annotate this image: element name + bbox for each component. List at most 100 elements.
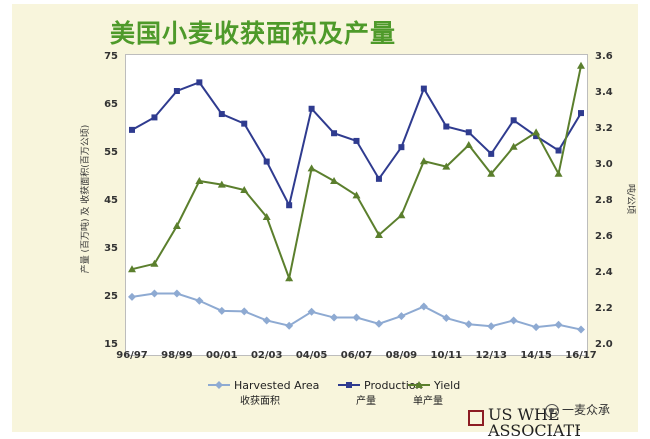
- yield-data-point: [577, 61, 585, 69]
- x-tick-label: 96/97: [116, 350, 148, 361]
- production-data-point: [331, 130, 338, 137]
- x-tick-label: 06/07: [341, 350, 373, 361]
- production-data-point: [173, 88, 180, 94]
- harvested-area-data-point: [307, 307, 316, 316]
- y-right-tick-label: 3.0: [595, 159, 613, 170]
- x-tick-label: 10/11: [431, 350, 463, 361]
- x-tick-label: 00/01: [206, 350, 238, 361]
- yield-data-point: [509, 142, 518, 150]
- harvested-area-data-point: [442, 314, 451, 323]
- plot-area: [125, 54, 588, 356]
- harvested-area-data-point: [509, 316, 518, 325]
- watermark-text: 一麦众承: [562, 403, 611, 417]
- y-right-tick-label: 2.2: [595, 303, 613, 314]
- y-left-tick-label: 65: [104, 99, 118, 110]
- production-data-point: [533, 133, 540, 140]
- harvested-area-data-point: [285, 321, 294, 330]
- y-left-tick-label: 75: [104, 51, 118, 62]
- x-tick-label: 14/15: [520, 350, 552, 361]
- x-tick-label: 02/03: [251, 350, 283, 361]
- logo-line-2: ASSOCIATES: [488, 421, 580, 439]
- yield-data-point: [262, 213, 271, 220]
- yield-data-point: [172, 222, 181, 229]
- y-right-tick-label: 2.0: [595, 339, 613, 350]
- x-tick-label: 08/09: [386, 350, 418, 361]
- production-data-point: [398, 144, 405, 151]
- production-data-point: [129, 126, 135, 133]
- x-tick-label: 98/99: [161, 350, 193, 361]
- harvested-area-data-point: [128, 292, 136, 301]
- production-data-point: [218, 111, 225, 118]
- production-data-point: [151, 114, 158, 121]
- harvested-area-data-point: [419, 302, 428, 311]
- harvested-area-data-point: [240, 307, 249, 316]
- legend-harvested-area-label: Harvested Area: [234, 379, 319, 392]
- legend-yield-marker: [415, 381, 423, 388]
- yield-data-point: [330, 177, 339, 184]
- harvested-area-data-point: [577, 325, 585, 334]
- logo-emblem-icon: [468, 410, 484, 426]
- legend-production-label: Production: [364, 379, 423, 392]
- yield-data-point: [240, 186, 249, 193]
- yield-data-point: [217, 180, 226, 188]
- legend-yield-label: Yield: [433, 379, 460, 392]
- yield-series-line: [131, 65, 582, 282]
- axes-layer: 15 25 35 45 55 65 75 2.0 2.2 2.4 2.6 2.8 3.0 3.2 3.4 3.…: [79, 51, 637, 361]
- production-data-point: [488, 150, 495, 157]
- harvested-area-data-point: [172, 289, 181, 298]
- harvested-area-data-point: [195, 296, 204, 305]
- harvested-area-data-point: [330, 313, 339, 322]
- production-data-point: [443, 123, 450, 130]
- yield-data-point: [554, 169, 563, 177]
- slide-background: 美国小麦收获面积及产量 US WHE ASSOCIATES: [12, 4, 638, 439]
- y-right-axis-label: 吨/公顷: [625, 184, 637, 214]
- x-tick-label: 04/05: [296, 350, 328, 361]
- y-left-tick-label: 15: [104, 339, 118, 350]
- yield-data-point: [442, 162, 451, 170]
- yield-data-point: [128, 265, 136, 273]
- production-data-point: [263, 158, 270, 165]
- production-data-point: [308, 105, 315, 112]
- production-data-point: [241, 120, 248, 127]
- yield-data-point: [464, 141, 473, 148]
- y-right-tick-label: 3.2: [595, 123, 613, 134]
- y-right-tick-label: 2.4: [595, 267, 613, 278]
- logo-line-1: US WHE: [488, 405, 560, 424]
- legend-yield-cn-label: 单产量: [413, 394, 443, 407]
- y-left-tick-label: 55: [104, 147, 118, 158]
- harvested-area-data-point: [397, 312, 406, 321]
- y-right-tick-label: 3.4: [595, 87, 613, 98]
- watermark: 一麦众承: [545, 401, 641, 423]
- production-data-point: [353, 137, 360, 144]
- production-data-point: [578, 110, 584, 117]
- y-right-tick-label: 2.8: [595, 195, 613, 206]
- harvested-area-data-point: [217, 306, 226, 315]
- chart-title: 美国小麦收获面积及产量: [110, 19, 397, 48]
- production-data-point: [286, 202, 293, 209]
- yield-data-point: [150, 259, 159, 267]
- production-data-point: [375, 175, 382, 182]
- x-tick-label: 16/17: [565, 350, 597, 361]
- yield-data-point: [419, 157, 428, 165]
- yield-data-point: [352, 191, 361, 199]
- y-left-tick-label: 45: [104, 195, 118, 206]
- harvested-area-data-point: [554, 320, 563, 329]
- y-left-tick-label: 25: [104, 291, 118, 302]
- us-wheat-logo: US WHE ASSOCIATES: [468, 405, 580, 439]
- yield-data-point: [397, 211, 406, 219]
- harvested-area-data-point: [374, 319, 383, 328]
- harvested-area-data-point: [150, 289, 159, 298]
- x-tick-label: 12/13: [475, 350, 507, 361]
- legend-layer: Harvested Area Production Yield 收获面积 产量 单产量: [208, 379, 460, 407]
- production-data-point: [510, 117, 517, 124]
- y-left-tick-label: 35: [104, 243, 118, 254]
- yield-data-point: [285, 274, 294, 282]
- harvested-area-data-point: [464, 320, 473, 329]
- production-data-point: [420, 85, 427, 92]
- y-left-axis-label: 产量 (百万吨) 及 收获面积(百万公顷): [79, 125, 91, 274]
- yield-data-point: [532, 128, 541, 136]
- legend-harvested-area-marker: [215, 381, 223, 389]
- legend-harvested-area-cn-label: 收获面积: [240, 394, 280, 407]
- harvested-area-data-point: [532, 323, 541, 332]
